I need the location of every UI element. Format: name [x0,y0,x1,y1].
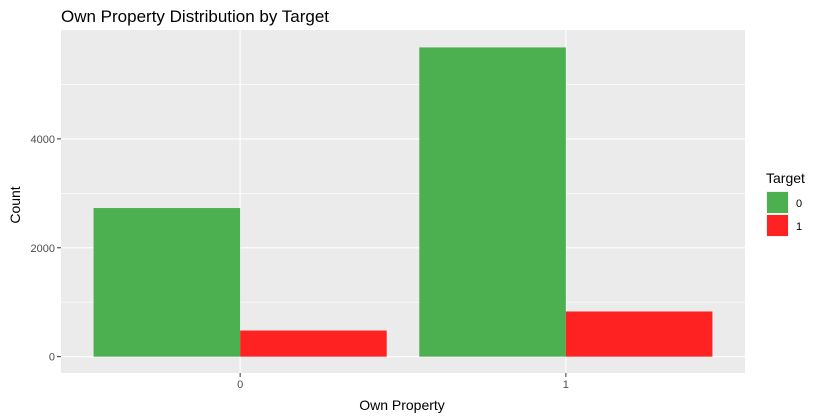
legend-swatch [767,192,788,213]
x-tick-label: 0 [237,379,243,391]
legend-swatch [767,215,788,236]
y-tick-label: 2000 [31,243,55,255]
y-axis-ticks: 0 2000 4000 [31,134,61,364]
legend-items: 01 [766,191,802,237]
y-axis-title: Count [7,186,23,223]
x-tick-label: 1 [563,379,569,391]
legend-title: Target [766,170,805,186]
bars [93,47,713,357]
bar [240,330,387,357]
y-tick-label: 0 [49,352,55,364]
bar [419,47,566,357]
legend-label: 0 [796,198,802,210]
bar [565,311,713,357]
legend: Target 01 [766,170,805,237]
legend-label: 1 [796,221,802,233]
bar [93,208,241,357]
y-tick-label: 4000 [31,134,55,146]
chart-title: Own Property Distribution by Target [61,7,329,26]
x-axis-title: Own Property [359,397,445,413]
